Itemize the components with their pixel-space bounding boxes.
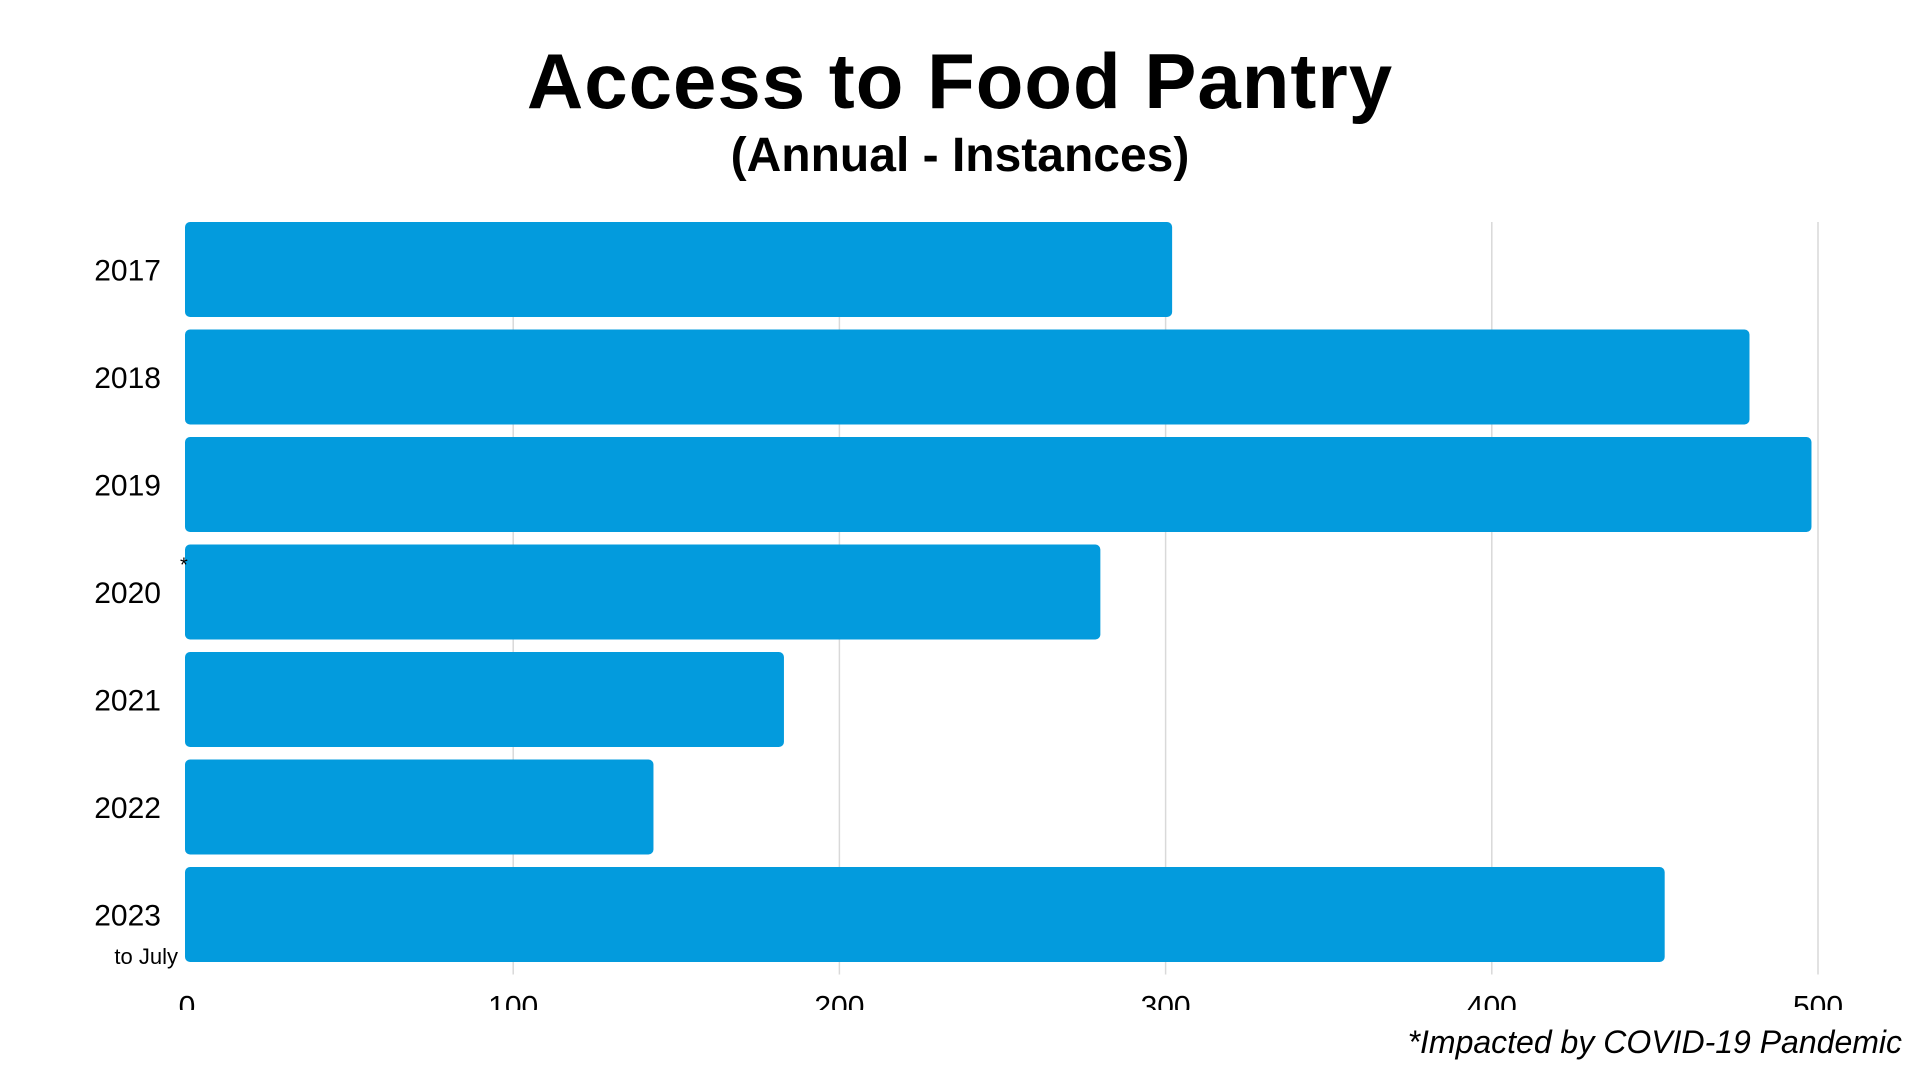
bar-2019 [185,437,1812,532]
y-tick-label-2023: 2023 [94,900,161,933]
bar-2017 [185,222,1173,317]
x-tick-label-300: 300 [1141,991,1191,1011]
chart-title: Access to Food Pantry [526,37,1394,125]
y-tick-label-2021: 2021 [94,685,161,718]
bar-2023 [185,867,1665,962]
x-tick-label-0: 0 [179,991,196,1011]
y-tick-label-2017: 2017 [94,255,161,288]
x-tick-label-100: 100 [488,991,538,1011]
bar-chart: 0 100 200 300 400 500 2017 2018 2019 2020 * 2021 202… [94,222,1843,1011]
x-tick-label-400: 400 [1467,991,1517,1011]
note-label-2023: to July [114,944,178,969]
x-tick-label-500: 500 [1793,991,1843,1011]
note-marker-2020: * [180,555,188,577]
x-tick-label-200: 200 [814,991,864,1011]
bar-2021 [185,652,784,747]
y-tick-label-2022: 2022 [94,792,161,825]
bar-2018 [185,329,1750,425]
bar-2020 [185,544,1101,640]
y-tick-label-2020: 2020 [94,577,161,610]
bar-2022 [185,759,654,855]
chart-subtitle: (Annual - Instances) [730,129,1190,182]
y-tick-label-2019: 2019 [94,470,161,503]
y-tick-label-2018: 2018 [94,362,161,395]
footnote: *Impacted by COVID-19 Pandemic [1407,1024,1902,1060]
